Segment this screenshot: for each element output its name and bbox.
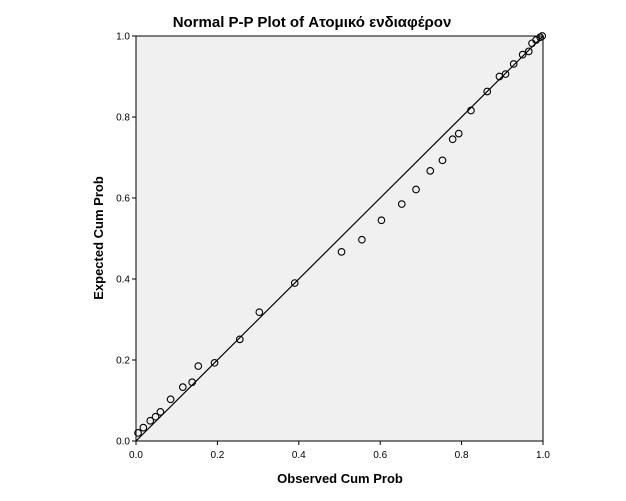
x-tick-label: 0.6 — [373, 450, 387, 461]
data-point — [438, 156, 447, 165]
y-tick-label: 0.4 — [116, 275, 130, 286]
data-point — [139, 423, 148, 432]
data-point — [156, 407, 165, 416]
y-tick-label: 1.0 — [116, 32, 130, 43]
data-point — [188, 378, 197, 387]
y-tick-label: 0.2 — [116, 356, 130, 367]
data-points — [134, 32, 547, 437]
data-point — [151, 412, 160, 421]
x-tick-label: 0.2 — [210, 450, 224, 461]
data-point — [290, 279, 299, 287]
data-point — [536, 33, 545, 42]
data-point — [146, 416, 155, 425]
data-point — [509, 60, 518, 68]
x-tick-label: 0.4 — [292, 450, 306, 461]
x-axis-label: Observed Cum Prob — [277, 471, 403, 486]
reference-line — [135, 35, 544, 442]
x-tick-label: 0.0 — [129, 450, 143, 461]
data-point — [454, 129, 463, 138]
data-point — [337, 248, 346, 256]
data-point — [467, 106, 475, 115]
x-tick-label: 1.0 — [536, 450, 550, 461]
y-tick-label: 0.8 — [116, 113, 130, 124]
data-point — [235, 335, 244, 344]
y-axis-label: Expected Cum Prob — [91, 176, 106, 300]
data-point — [255, 308, 264, 317]
x-axis-ticks: 0.0 0.2 0.4 0.6 0.8 1.0 — [129, 441, 550, 461]
y-tick-label: 0.6 — [116, 194, 130, 205]
data-point — [426, 167, 435, 175]
data-point — [412, 185, 420, 194]
data-point — [358, 235, 366, 244]
data-point — [448, 135, 457, 144]
data-point — [501, 70, 510, 78]
data-point — [483, 87, 492, 96]
y-tick-label: 0.0 — [116, 437, 130, 448]
data-point — [166, 395, 175, 404]
data-point — [524, 47, 533, 56]
data-point — [377, 216, 386, 225]
y-axis-ticks: 0.0 0.2 0.4 0.6 0.8 1.0 — [116, 32, 136, 448]
data-point — [518, 50, 527, 59]
reference-line-group — [135, 35, 544, 442]
x-tick-label: 0.8 — [455, 450, 469, 461]
chart-title: Normal P-P Plot of Ατομικό ενδιαφέρον — [173, 14, 452, 31]
data-point — [178, 383, 187, 391]
data-point — [194, 362, 203, 370]
data-point — [134, 429, 142, 437]
data-point — [210, 358, 219, 367]
data-point — [397, 200, 406, 208]
data-point — [538, 32, 547, 40]
